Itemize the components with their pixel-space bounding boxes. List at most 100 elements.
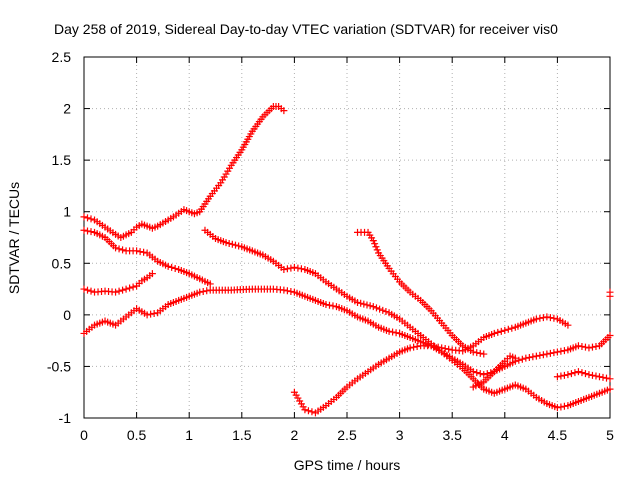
data-point bbox=[413, 342, 421, 350]
data-point bbox=[480, 350, 488, 358]
data-point bbox=[469, 368, 477, 376]
data-point bbox=[560, 371, 568, 379]
y-axis-label: SDTVAR / TECUs bbox=[6, 182, 22, 294]
data-point bbox=[511, 354, 519, 362]
data-point bbox=[515, 356, 523, 364]
chart-title: Day 258 of 2019, Sidereal Day-to-day VTE… bbox=[54, 21, 558, 37]
data-point bbox=[539, 314, 547, 322]
data-point bbox=[553, 373, 561, 381]
data-point bbox=[473, 349, 481, 357]
series-sat-i bbox=[469, 352, 519, 391]
data-point bbox=[557, 372, 565, 380]
data-point bbox=[228, 240, 236, 248]
data-point bbox=[366, 302, 374, 310]
data-point bbox=[487, 369, 495, 377]
data-point bbox=[441, 345, 449, 353]
data-point bbox=[497, 327, 505, 335]
data-point bbox=[164, 262, 172, 270]
data-point bbox=[571, 369, 579, 377]
data-point bbox=[574, 368, 582, 376]
data-point bbox=[536, 314, 544, 322]
data-point bbox=[564, 321, 572, 329]
data-point bbox=[87, 215, 95, 223]
data-point bbox=[84, 286, 92, 294]
data-point bbox=[525, 353, 533, 361]
x-tick-label: 4 bbox=[501, 427, 509, 443]
data-point bbox=[290, 263, 298, 271]
data-point bbox=[557, 347, 565, 355]
series-sat-g bbox=[290, 313, 572, 417]
x-tick-label: 5 bbox=[606, 427, 614, 443]
data-point bbox=[592, 372, 600, 380]
data-point bbox=[283, 287, 291, 295]
data-point bbox=[543, 313, 551, 321]
data-point bbox=[372, 304, 380, 312]
data-point bbox=[325, 301, 333, 309]
data-point bbox=[136, 248, 144, 256]
series-sat-a bbox=[80, 103, 288, 241]
data-point bbox=[112, 288, 120, 296]
data-point bbox=[80, 285, 88, 293]
data-point bbox=[606, 288, 614, 296]
data-point bbox=[606, 375, 614, 383]
data-point bbox=[147, 310, 155, 318]
data-point bbox=[592, 342, 600, 350]
y-tick-label: 0.5 bbox=[52, 255, 72, 271]
data-point bbox=[119, 246, 127, 254]
data-point bbox=[550, 314, 558, 322]
data-point bbox=[574, 342, 582, 350]
x-tick-label: 0 bbox=[80, 427, 88, 443]
data-point bbox=[231, 241, 239, 249]
data-point bbox=[410, 343, 418, 351]
data-point bbox=[112, 244, 120, 252]
data-point bbox=[129, 283, 137, 291]
data-point bbox=[557, 403, 565, 411]
data-point bbox=[322, 301, 330, 309]
data-point bbox=[546, 349, 554, 357]
y-tick-label: 0 bbox=[63, 307, 71, 323]
x-tick-label: 0.5 bbox=[127, 427, 147, 443]
data-point bbox=[373, 246, 381, 254]
data-point bbox=[84, 227, 92, 235]
data-point bbox=[80, 213, 88, 221]
data-point bbox=[84, 214, 92, 222]
data-point bbox=[297, 265, 305, 273]
y-axis: -1 -0.5 0 0.5 1 1.5 2 2.5 bbox=[47, 49, 610, 426]
data-point bbox=[581, 370, 589, 378]
data-point bbox=[494, 328, 502, 336]
data-point bbox=[283, 265, 291, 273]
data-point bbox=[360, 300, 368, 308]
x-tick-label: 1.5 bbox=[232, 427, 252, 443]
data-point bbox=[578, 342, 586, 350]
data-point bbox=[392, 329, 400, 337]
data-point bbox=[606, 385, 614, 393]
data-point bbox=[287, 287, 295, 295]
data-point bbox=[578, 369, 586, 377]
data-point bbox=[203, 287, 211, 295]
data-point bbox=[599, 373, 607, 381]
data-point bbox=[235, 242, 243, 250]
data-point bbox=[363, 301, 371, 309]
data-point bbox=[280, 265, 288, 273]
data-point bbox=[518, 355, 526, 363]
x-tick-label: 2 bbox=[291, 427, 299, 443]
data-point bbox=[553, 348, 561, 356]
data-point bbox=[304, 407, 312, 415]
y-tick-label: 2.5 bbox=[52, 49, 72, 65]
data-point bbox=[508, 324, 516, 332]
data-point bbox=[588, 343, 596, 351]
data-point bbox=[588, 371, 596, 379]
data-point bbox=[369, 237, 377, 245]
y-tick-label: -0.5 bbox=[47, 358, 71, 374]
data-point bbox=[406, 344, 414, 352]
data-point bbox=[115, 287, 123, 295]
data-point bbox=[522, 354, 530, 362]
data-point bbox=[87, 287, 95, 295]
data-point bbox=[140, 248, 148, 256]
series-sat-e bbox=[80, 285, 614, 379]
series-sat-c bbox=[201, 226, 425, 339]
data-point bbox=[376, 305, 384, 313]
data-point bbox=[294, 264, 302, 272]
data-point bbox=[473, 369, 481, 377]
series-sat-j bbox=[553, 368, 614, 383]
